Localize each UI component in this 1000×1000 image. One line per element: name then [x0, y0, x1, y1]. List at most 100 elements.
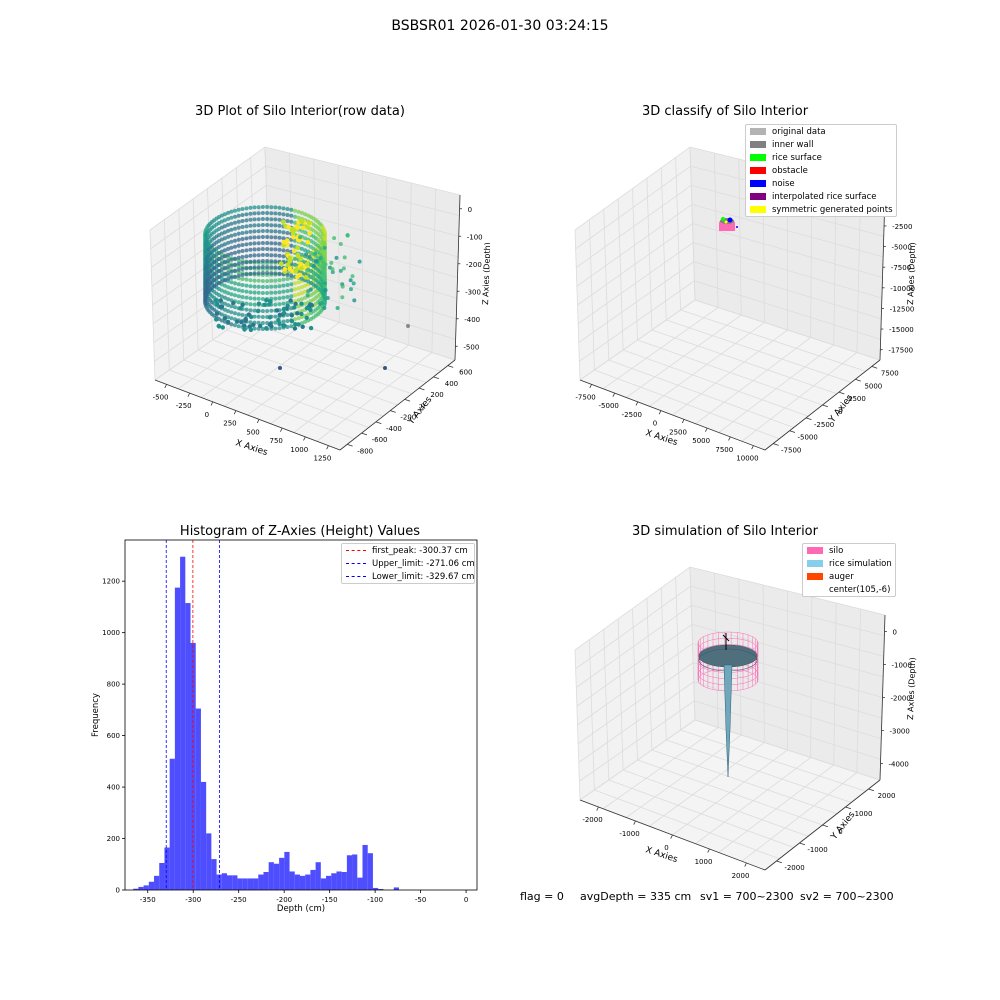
data-point — [245, 272, 249, 276]
data-point — [245, 224, 249, 228]
y-tick-label: 600 — [107, 732, 120, 740]
data-point — [229, 246, 233, 250]
data-point — [241, 277, 245, 281]
data-point — [351, 274, 355, 278]
x-tick-label: -350 — [140, 896, 156, 904]
data-point — [253, 265, 257, 269]
z-tick-label: -4000 — [889, 761, 909, 769]
data-point — [264, 326, 268, 330]
data-point — [336, 306, 340, 310]
data-point — [273, 271, 277, 275]
y-tick-label: 1000 — [855, 810, 873, 818]
x-tick-label: -100 — [367, 896, 383, 904]
data-point — [264, 298, 268, 302]
data-point — [278, 224, 282, 228]
x-tick-label: 5000 — [692, 437, 710, 445]
data-point — [237, 232, 241, 236]
data-point — [298, 257, 303, 262]
data-point — [282, 284, 286, 288]
plot1-ylabel: Y Axies — [406, 395, 435, 428]
data-point — [293, 263, 297, 267]
y-tick-label: -5000 — [797, 434, 817, 442]
data-point — [289, 208, 293, 212]
data-point — [286, 283, 290, 287]
histogram-bar — [201, 782, 206, 890]
data-point — [249, 302, 253, 306]
plot4-title: 3D simulation of Silo Interior — [575, 524, 875, 539]
data-point — [278, 266, 282, 270]
data-point — [277, 322, 281, 326]
data-point — [253, 241, 257, 245]
x-tick-label: 0 — [205, 411, 209, 419]
data-point — [261, 265, 265, 269]
x-tick — [659, 411, 661, 415]
data-point — [323, 255, 327, 259]
data-point — [223, 316, 227, 320]
data-point — [269, 235, 273, 239]
legend-label: symmetric generated points — [772, 205, 893, 215]
data-point — [269, 285, 273, 289]
x-tick — [188, 393, 190, 397]
y-tick — [790, 431, 795, 433]
data-point — [233, 275, 237, 279]
data-point — [239, 320, 243, 324]
y-tick — [855, 379, 860, 381]
data-point — [286, 295, 290, 299]
data-point — [275, 308, 279, 312]
data-point — [241, 243, 245, 247]
x-tick-label: -5000 — [599, 402, 619, 410]
data-point — [278, 326, 282, 330]
data-point — [261, 235, 265, 239]
data-point — [293, 326, 297, 330]
legend-label: Lower_limit: -329.67 cm — [372, 572, 474, 582]
data-point — [295, 245, 300, 250]
flag-text: flag = 0 — [520, 890, 564, 903]
data-point — [265, 217, 269, 221]
histogram-bar — [352, 854, 357, 890]
data-point — [249, 218, 253, 222]
legend-entry: rice simulation — [803, 557, 895, 570]
y-tick — [800, 843, 805, 845]
data-point — [287, 266, 292, 271]
y-tick-label: 800 — [107, 681, 120, 689]
data-point — [268, 299, 272, 303]
legend-swatch — [807, 586, 823, 593]
data-point — [289, 274, 293, 278]
plot2-legend: original data inner wall rice surface obsta… — [745, 124, 897, 217]
data-point — [358, 260, 362, 264]
data-point — [245, 248, 249, 252]
data-point — [249, 260, 253, 264]
x-tick — [613, 393, 615, 397]
data-point — [288, 298, 292, 302]
data-point — [233, 281, 237, 285]
data-point — [215, 311, 219, 315]
legend-line — [346, 550, 366, 551]
data-point — [269, 253, 273, 257]
data-point — [265, 291, 269, 295]
data-point — [312, 264, 316, 268]
data-point — [229, 252, 233, 256]
z-tick-label: -300 — [465, 288, 481, 296]
data-point — [269, 279, 273, 283]
legend-entry: noise — [746, 177, 896, 190]
data-point — [261, 309, 265, 313]
histogram-bar — [263, 872, 268, 890]
y-tick — [376, 422, 381, 424]
data-point — [352, 298, 356, 302]
data-point — [324, 262, 328, 266]
data-point — [283, 267, 288, 272]
data-point — [278, 296, 282, 300]
data-point — [249, 272, 253, 276]
data-point — [231, 301, 235, 305]
data-point — [273, 303, 277, 307]
data-point — [273, 247, 277, 251]
legend-entry: Upper_limit: -271.06 cm — [342, 557, 474, 570]
data-point — [229, 228, 233, 232]
data-point — [289, 244, 293, 248]
data-point — [282, 254, 286, 258]
data-point — [273, 217, 277, 221]
plot1-axes: -500-250025050075010001250-800-600-400-2… — [130, 135, 490, 470]
data-point — [319, 256, 323, 260]
legend-swatch — [750, 154, 766, 161]
data-point — [349, 287, 353, 291]
